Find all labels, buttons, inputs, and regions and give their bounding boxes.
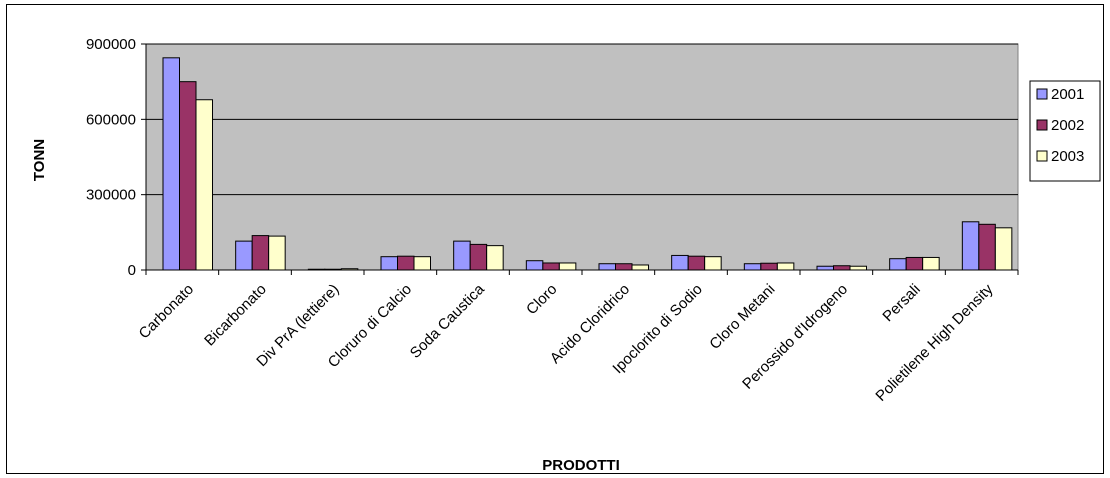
bar-2001-4 <box>453 240 471 271</box>
bar-2002-11 <box>978 223 996 271</box>
bar-2001-8 <box>743 263 762 271</box>
bar-2001-7 <box>671 254 689 271</box>
bar-2002-6 <box>615 263 633 271</box>
bar-2003-9 <box>849 265 867 271</box>
bar-2003-1 <box>268 235 286 271</box>
bar-2002-4 <box>469 243 488 271</box>
legend-swatch-2002 <box>1036 119 1048 131</box>
bar-2001-1 <box>235 240 253 271</box>
bar-2003-6 <box>631 264 649 271</box>
legend-swatch-2001 <box>1036 88 1048 100</box>
bar-2003-3 <box>413 256 431 271</box>
y-axis-title: TONN <box>31 139 48 181</box>
y-tick-label: 300000 <box>86 187 136 204</box>
bar-2002-3 <box>397 255 415 271</box>
bar-2002-5 <box>542 262 560 271</box>
y-tick-label: 0 <box>128 262 136 279</box>
x-tick-label: Bicarbonato <box>201 281 270 350</box>
legend-label-2003: 2003 <box>1051 148 1084 165</box>
bar-2003-10 <box>922 256 940 271</box>
y-tick-label: 600000 <box>86 111 136 128</box>
bar-2002-8 <box>760 262 778 271</box>
x-tick-label: Persali <box>879 281 923 325</box>
bar-2001-6 <box>598 263 616 271</box>
bar-2003-0 <box>195 99 213 271</box>
bar-2001-11 <box>961 221 980 271</box>
x-tick-label: Cloro Metani <box>706 281 778 353</box>
bar-2002-10 <box>905 256 924 271</box>
x-tick-label: Soda Caustica <box>407 280 488 361</box>
x-tick-label: Cloro <box>523 281 560 318</box>
bar-2001-0 <box>162 57 180 271</box>
bar-2002-9 <box>833 265 851 271</box>
bar-2001-9 <box>816 265 834 271</box>
bars <box>162 57 1013 271</box>
legend-swatch-2003 <box>1036 150 1048 162</box>
x-tick-label: Polietilene High Density <box>872 280 996 404</box>
y-axis-ticks: 0 300000 600000 900000 <box>86 36 146 279</box>
bar-2003-4 <box>486 245 504 271</box>
bar-2002-1 <box>251 235 270 271</box>
bar-2003-8 <box>776 262 795 271</box>
bar-2003-11 <box>994 227 1013 271</box>
bar-2001-10 <box>889 258 907 271</box>
x-axis-title: PRODOTTI <box>542 457 620 474</box>
legend-label-2001: 2001 <box>1051 86 1084 103</box>
legend: 2001 2002 2003 <box>1029 80 1101 182</box>
bar-2001-3 <box>380 256 398 271</box>
x-tick-label: Carbonato <box>136 281 198 343</box>
bar-2003-7 <box>704 256 722 271</box>
bar-2001-5 <box>525 260 544 271</box>
bar-2002-7 <box>687 255 706 271</box>
bar-2002-0 <box>179 81 197 271</box>
legend-label-2002: 2002 <box>1051 117 1084 134</box>
plot-area <box>145 43 1019 271</box>
gridlines <box>146 43 1018 196</box>
bar-2003-5 <box>558 262 577 271</box>
y-tick-label: 900000 <box>86 36 136 53</box>
